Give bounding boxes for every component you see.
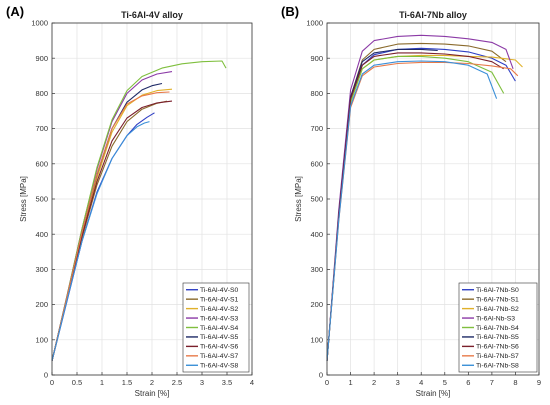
x-tick-label: 0 — [50, 378, 54, 387]
y-tick-label: 200 — [310, 300, 323, 309]
x-tick-label: 9 — [537, 378, 541, 387]
y-tick-label: 600 — [310, 159, 323, 168]
legend-entry: Ti-6Al-7Nb-S0 — [476, 287, 519, 294]
legend-entry: Ti-6Al-7Nb-S1 — [476, 296, 519, 303]
x-tick-label: 3 — [396, 378, 400, 387]
panel-label: (B) — [281, 4, 299, 19]
legend-entry: Ti-6Al-4V-S7 — [200, 353, 238, 360]
series-line — [326, 52, 504, 361]
y-tick-label: 0 — [44, 371, 48, 380]
y-tick-label: 800 — [35, 89, 48, 98]
plot-frame — [51, 22, 253, 376]
x-tick-label: 2 — [150, 378, 154, 387]
x-axis-label: Strain [%] — [135, 389, 170, 398]
y-tick-label: 500 — [35, 195, 48, 204]
x-tick-label: 3 — [200, 378, 204, 387]
x-tick-label: 4 — [419, 378, 423, 387]
y-tick-label: 100 — [310, 335, 323, 344]
panel-b: (B) 0 1 2 3 4 5 6 7 8 9 0 100 200 300 400 500 600 700 800 90… — [281, 4, 541, 398]
legend-entry: Ti-6Al-7Nb-S8 — [476, 363, 519, 370]
x-tick-label: 2.5 — [172, 378, 182, 387]
y-tick-label: 1000 — [31, 19, 48, 28]
chart-title: Ti-6Al-7Nb alloy — [399, 10, 467, 20]
x-axis-label: Strain [%] — [416, 389, 451, 398]
legend-entry: Ti-6Al-4V-S3 — [200, 315, 238, 322]
y-tick-label: 900 — [35, 54, 48, 63]
legend-entry: Ti-6Al-4V-S6 — [200, 344, 238, 351]
legend-entry: Ti-6Al-7Nb-S7 — [476, 353, 519, 360]
x-tick-label: 7 — [490, 378, 494, 387]
x-tick-label: 0.5 — [72, 378, 82, 387]
y-tick-label: 600 — [35, 159, 48, 168]
y-axis-label: Stress [MPa] — [19, 176, 28, 222]
y-tick-label: 800 — [310, 89, 323, 98]
legend-entry: Ti-6Al-7Nb-S4 — [476, 325, 519, 332]
legend-entry: Ti-6Al-7Nb-S6 — [476, 344, 519, 351]
legend-entry: Ti-6Al-7Nb-S2 — [476, 306, 519, 313]
series-line — [51, 60, 227, 362]
series-line — [51, 121, 150, 362]
panel-label: (A) — [6, 4, 24, 19]
legend-entry: Ti-6Al-4V-S8 — [200, 363, 238, 370]
y-axis-label: Stress [MPa] — [294, 176, 303, 222]
y-tick-label: 400 — [35, 230, 48, 239]
legend-entry: Ti-6Al-4V-S1 — [200, 296, 238, 303]
legend-entry: Ti-6Al-7Nb-S5 — [476, 334, 519, 341]
y-tick-label: 700 — [310, 124, 323, 133]
y-tick-label: 500 — [310, 195, 323, 204]
y-tick-label: 300 — [35, 265, 48, 274]
x-tick-label: 1.5 — [122, 378, 132, 387]
y-tick-label: 100 — [35, 335, 48, 344]
y-tick-label: 400 — [310, 230, 323, 239]
legend: Ti-6Al-7Nb-S0 Ti-6Al-7Nb-S1 Ti-6Al-7Nb-S2 T… — [458, 282, 538, 373]
legend-entry: Ti-6Al-4V-S2 — [200, 306, 238, 313]
legend-entry: Ti-6Al-4V-S4 — [200, 325, 238, 332]
y-tick-label: 0 — [319, 371, 323, 380]
x-tick-label: 8 — [513, 378, 517, 387]
x-tick-label: 0 — [325, 378, 329, 387]
x-tick-label: 6 — [466, 378, 470, 387]
y-tick-label: 700 — [35, 124, 48, 133]
legend: Ti-6Al-4V-S0 Ti-6Al-4V-S1 Ti-6Al-4V-S2 Ti-6… — [182, 282, 250, 373]
x-tick-label: 3.5 — [222, 378, 232, 387]
x-tick-label: 4 — [250, 378, 254, 387]
x-tick-label: 1 — [348, 378, 352, 387]
x-tick-label: 5 — [443, 378, 447, 387]
series-line — [326, 60, 498, 361]
series-line — [326, 34, 514, 361]
x-tick-label: 2 — [372, 378, 376, 387]
series-line — [51, 91, 170, 362]
y-tick-label: 200 — [35, 300, 48, 309]
x-tick-label: 1 — [100, 378, 104, 387]
chart-title: Ti-6Al-4V alloy — [121, 10, 183, 20]
plot-frame — [326, 22, 540, 376]
legend-entry: Ti-6Al-4V-S0 — [200, 287, 238, 294]
panel-a: (A) 0 0.5 1 1.5 2 2.5 3 3.5 4 0 100 200 300 400 500 600 7… — [6, 4, 254, 398]
legend-entry: Ti-6Al-Nb-S3 — [476, 315, 515, 322]
y-tick-label: 900 — [310, 54, 323, 63]
y-tick-label: 300 — [310, 265, 323, 274]
y-tick-label: 1000 — [306, 19, 323, 28]
legend-entry: Ti-6Al-4V-S5 — [200, 334, 238, 341]
